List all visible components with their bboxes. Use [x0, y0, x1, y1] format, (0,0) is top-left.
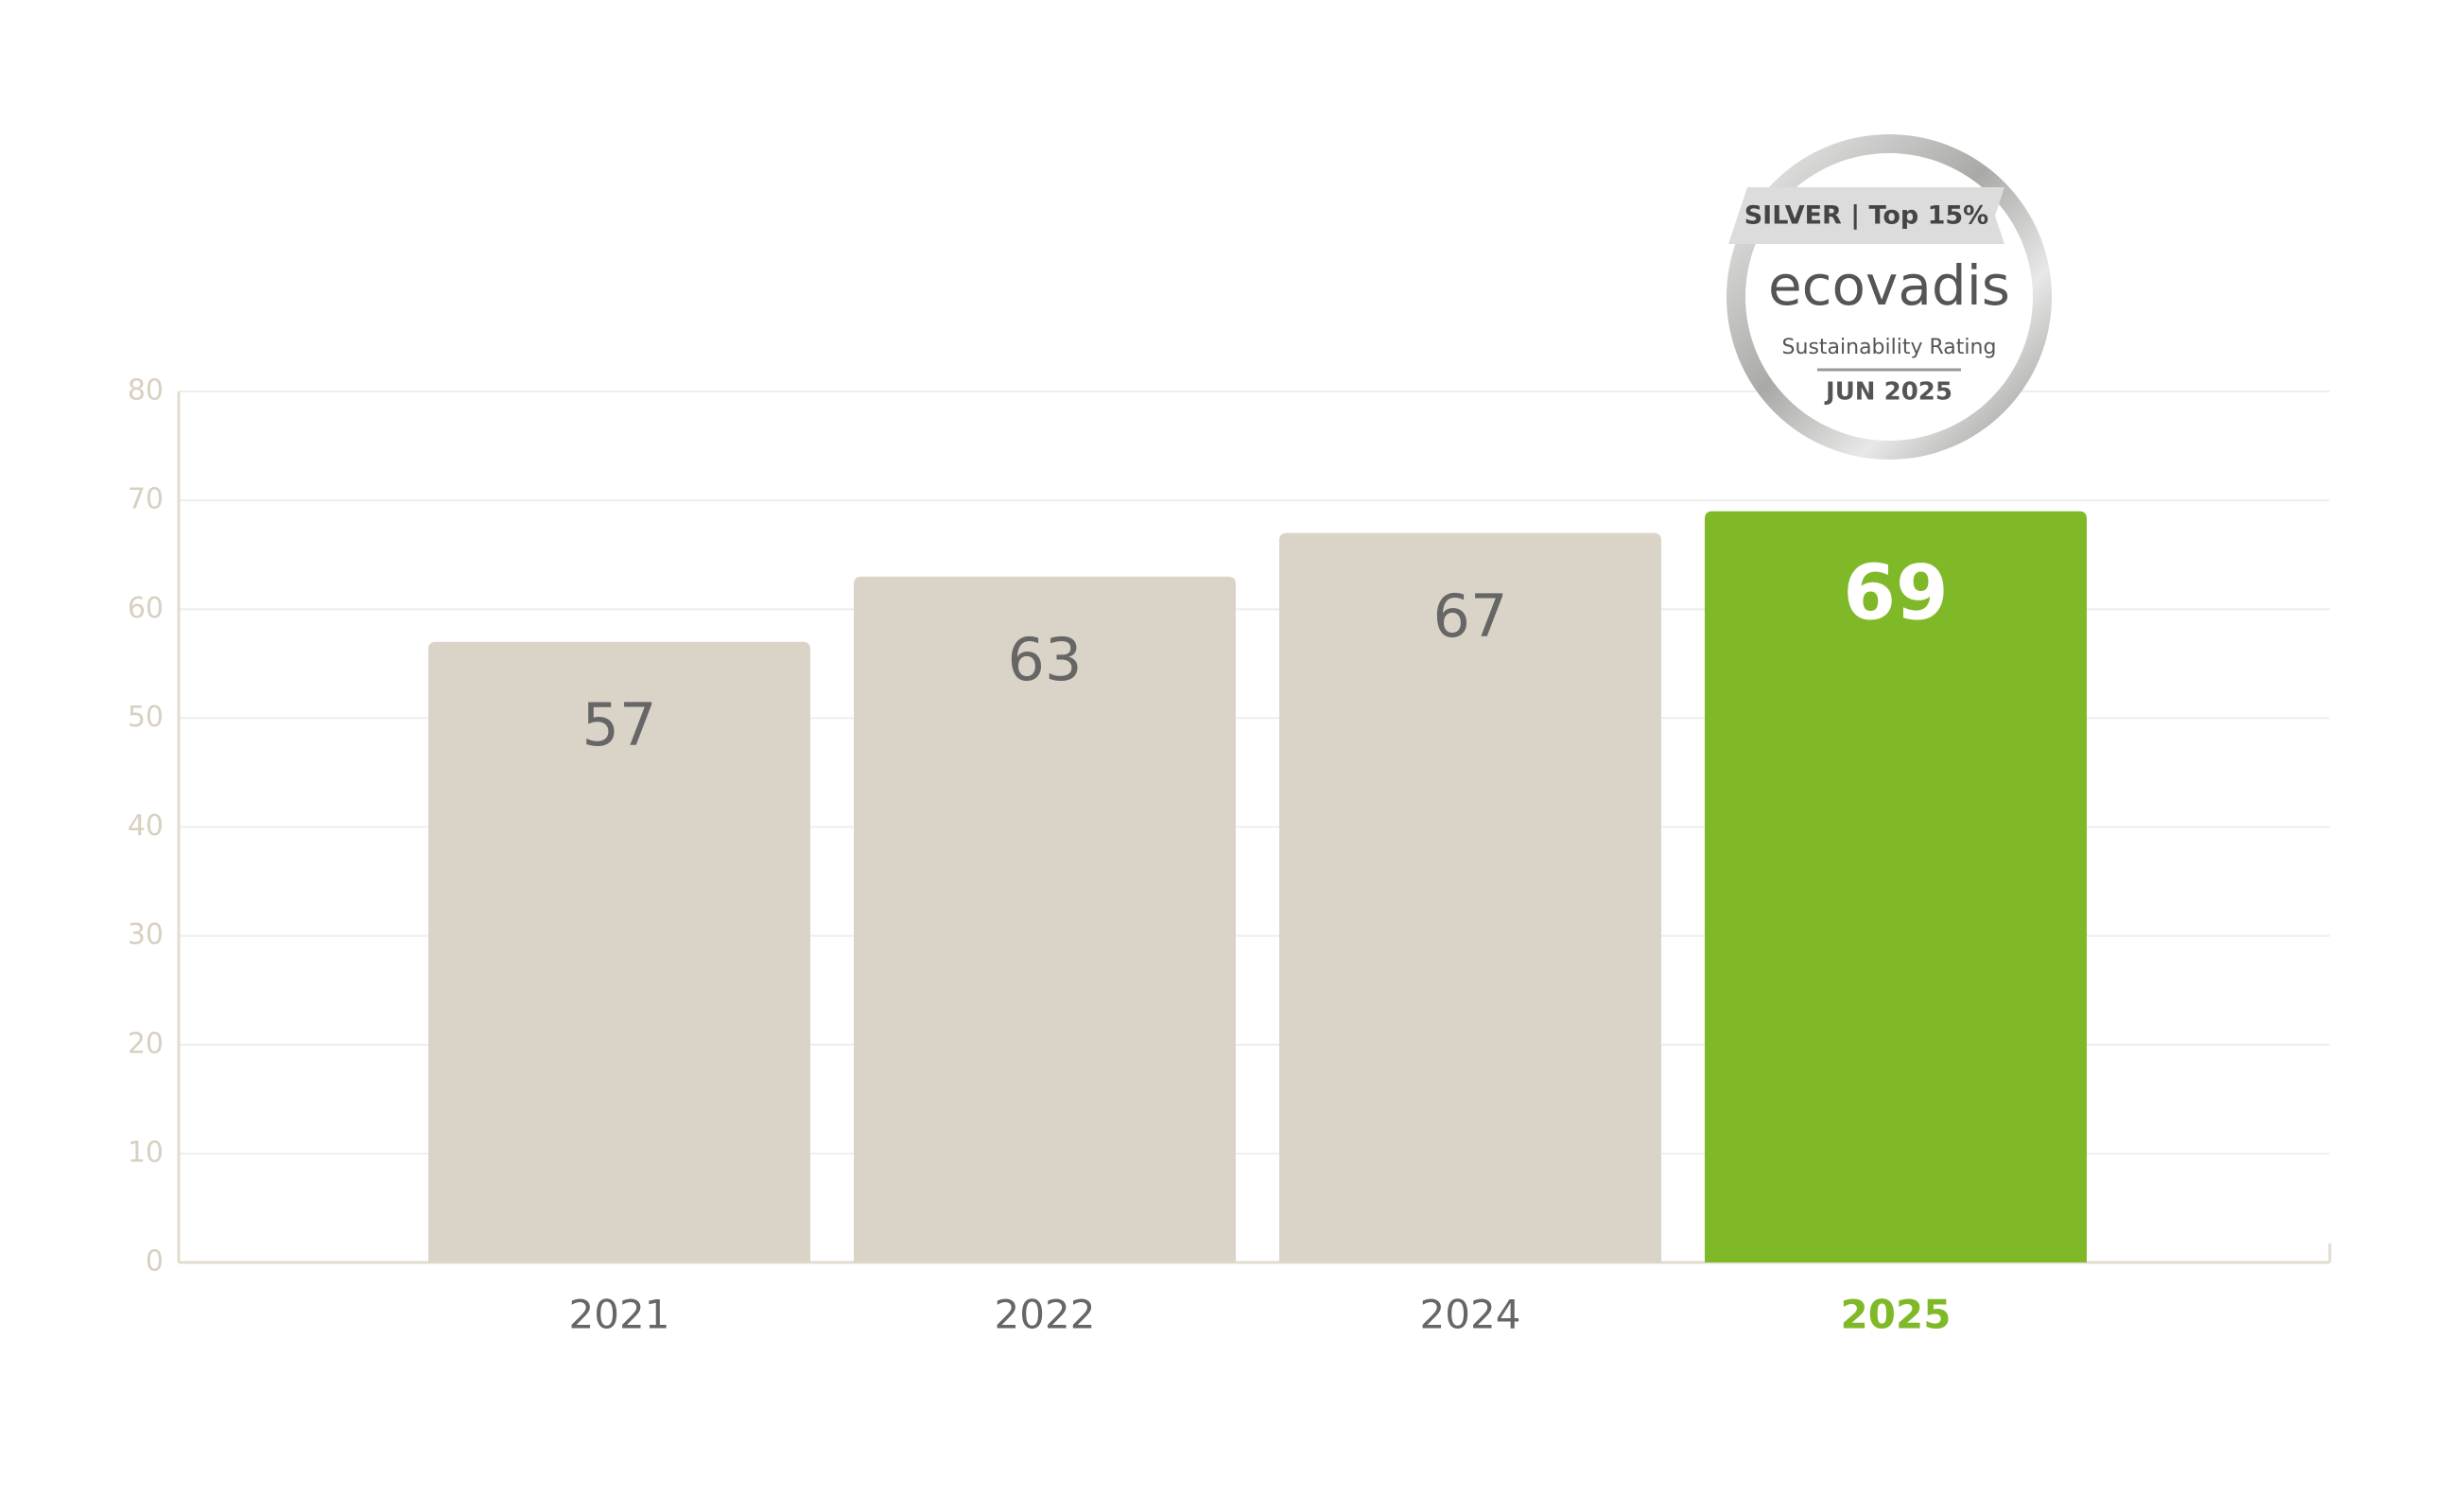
badge: SILVER | Top 15% ecovadis Sustainability…: [1727, 134, 2052, 460]
badge-ribbon: [1728, 187, 2004, 244]
badge-subtitle: Sustainability Rating: [1782, 336, 1997, 359]
value-label: 63: [1008, 625, 1083, 694]
badge-brand: ecovadis: [1768, 253, 2010, 318]
x-tick-label: 2021: [569, 1292, 670, 1338]
y-tick-label: 30: [128, 918, 164, 951]
x-tick-label: 2024: [1420, 1292, 1521, 1338]
bar: [854, 576, 1236, 1262]
value-label: 69: [1843, 549, 1948, 637]
y-tick-label: 80: [128, 374, 164, 408]
x-tick-label: 2022: [995, 1292, 1096, 1338]
value-label: 57: [582, 690, 657, 759]
badge-rank: SILVER | Top 15%: [1744, 201, 1989, 231]
y-tick-label: 40: [128, 809, 164, 843]
value-label: 67: [1433, 582, 1508, 651]
x-tick-label: 2025: [1841, 1292, 1952, 1338]
y-tick-label: 10: [128, 1136, 164, 1169]
y-tick-label: 50: [128, 701, 164, 734]
bar: [1705, 511, 2087, 1262]
y-tick-label: 20: [128, 1027, 164, 1060]
y-tick-label: 70: [128, 483, 164, 516]
bar: [1279, 532, 1661, 1262]
badge-date: JUN 2025: [1824, 378, 1952, 407]
y-tick-label: 60: [128, 592, 164, 625]
y-tick-label: 0: [146, 1245, 164, 1279]
bar: [428, 641, 810, 1262]
